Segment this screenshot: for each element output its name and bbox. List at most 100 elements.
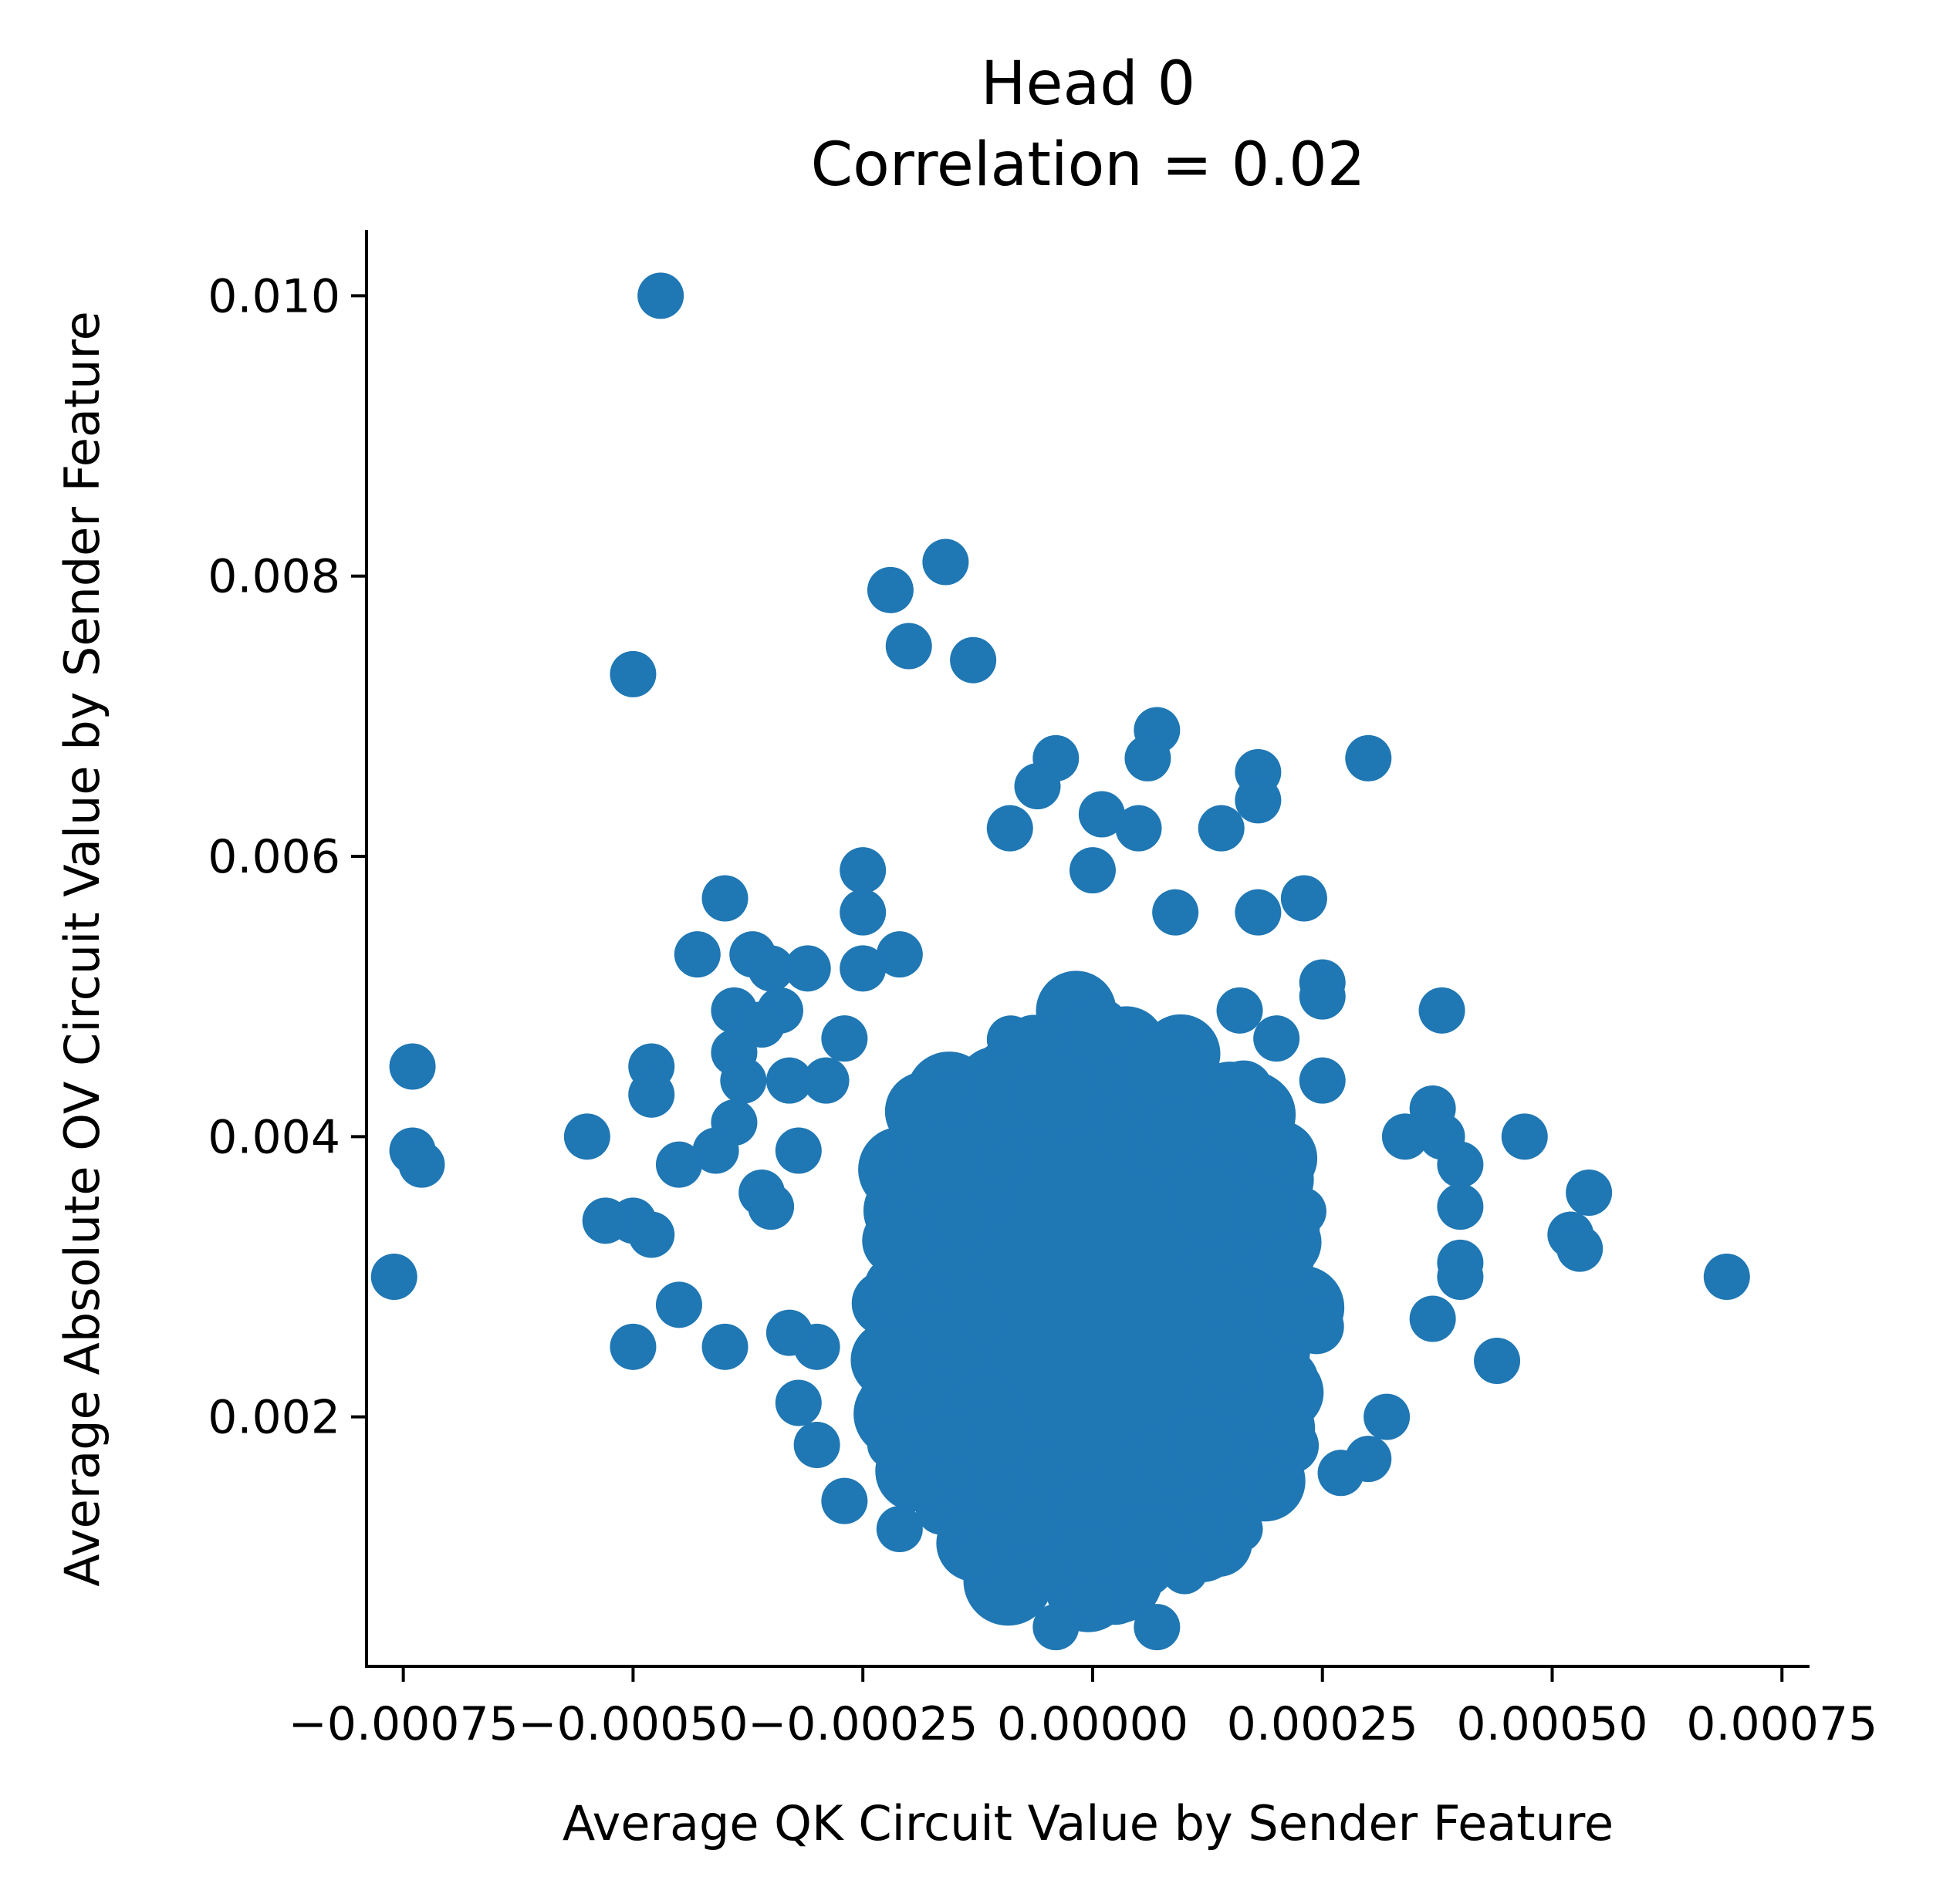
data-point xyxy=(1299,973,1346,1020)
y-tick-label: 0.004 xyxy=(208,1110,340,1164)
data-point xyxy=(1474,1337,1521,1384)
data-point xyxy=(1014,763,1061,810)
scatter-points xyxy=(370,272,1750,1651)
y-tick-label: 0.002 xyxy=(208,1391,340,1445)
data-point xyxy=(720,1057,767,1104)
data-point xyxy=(1152,889,1199,936)
x-tick-label: 0.00050 xyxy=(1456,1697,1647,1751)
data-point xyxy=(1161,1548,1208,1595)
data-point xyxy=(867,566,914,613)
dense-cluster-blob xyxy=(905,1122,980,1197)
data-point xyxy=(628,1071,675,1118)
data-point xyxy=(1299,1057,1346,1104)
x-tick-label: 0.00075 xyxy=(1686,1697,1877,1751)
data-point xyxy=(1418,987,1465,1034)
data-point xyxy=(1235,889,1282,936)
dense-cluster-blob xyxy=(1234,1181,1294,1242)
dense-cluster-blob xyxy=(924,1412,975,1463)
axes: −0.00075 −0.00050 −0.00025 0.00000 0.00025 0.… xyxy=(208,230,1877,1751)
data-point xyxy=(1317,1450,1364,1497)
data-point xyxy=(1069,1575,1116,1622)
data-point xyxy=(389,1043,436,1090)
data-point xyxy=(610,1323,657,1370)
data-point xyxy=(1703,1253,1750,1300)
data-point xyxy=(765,1057,813,1104)
data-point xyxy=(1437,1141,1484,1188)
dense-cluster-blob xyxy=(1017,1444,1064,1491)
chart-title-line-1: Head 0 xyxy=(981,49,1195,119)
data-point xyxy=(655,1281,702,1328)
dense-cluster-blob xyxy=(1052,1522,1123,1592)
dense-cluster-blob xyxy=(850,1321,929,1399)
dense-cluster-blob xyxy=(1063,997,1132,1065)
dense-cluster-blob xyxy=(1289,1298,1344,1355)
data-point xyxy=(784,945,831,992)
dense-cluster-blob xyxy=(1168,1164,1245,1240)
data-point xyxy=(1115,1561,1162,1608)
data-point xyxy=(876,931,923,978)
data-point xyxy=(655,1141,702,1188)
data-point xyxy=(1437,1253,1484,1300)
y-axis-label: Average Absolute OV Circuit Value by Sen… xyxy=(54,311,110,1587)
data-point xyxy=(1556,1225,1603,1272)
data-point xyxy=(876,1505,923,1552)
data-point xyxy=(1032,1604,1080,1651)
data-point xyxy=(1437,1183,1484,1230)
dense-cluster-blob xyxy=(1147,1097,1208,1157)
data-point xyxy=(1134,1604,1181,1651)
data-point xyxy=(840,889,887,936)
x-axis-label: Average QK Circuit Value by Sender Featu… xyxy=(563,1795,1614,1851)
data-point xyxy=(950,1534,997,1581)
data-point xyxy=(563,1113,610,1160)
data-point xyxy=(986,805,1033,852)
dense-cluster-blob xyxy=(862,1206,931,1275)
data-point xyxy=(1078,791,1125,838)
data-point xyxy=(885,623,932,670)
data-point xyxy=(1409,1295,1456,1342)
dense-cluster-blob xyxy=(1198,1085,1250,1137)
data-point xyxy=(1069,847,1116,894)
data-point xyxy=(701,875,749,922)
y-tick-label: 0.008 xyxy=(208,550,340,604)
dense-cluster-blob xyxy=(969,1463,1022,1516)
data-point xyxy=(950,636,997,684)
x-tick-label: −0.00025 xyxy=(748,1697,978,1751)
data-point xyxy=(821,1477,868,1524)
data-point xyxy=(674,931,721,978)
data-point xyxy=(748,1183,795,1230)
data-point xyxy=(1115,805,1162,852)
data-point xyxy=(1023,1548,1070,1595)
dense-cluster-blob xyxy=(1191,1319,1266,1394)
dense-cluster-blob xyxy=(1258,1349,1319,1410)
x-tick-label: −0.00050 xyxy=(518,1697,748,1751)
data-point xyxy=(1566,1169,1613,1216)
data-point xyxy=(793,1421,840,1468)
data-point xyxy=(1216,987,1263,1034)
chart-title-line-2: Correlation = 0.02 xyxy=(811,130,1366,200)
data-point xyxy=(637,272,684,319)
data-point xyxy=(775,1127,822,1174)
data-point xyxy=(582,1197,629,1244)
dense-cluster-blob xyxy=(1004,1014,1063,1075)
y-tick-label: 0.006 xyxy=(208,830,340,884)
dense-cluster xyxy=(850,970,1345,1632)
chart-title: Head 0 Correlation = 0.02 xyxy=(811,49,1366,200)
data-point xyxy=(1364,1393,1411,1440)
data-point xyxy=(1280,875,1327,922)
data-point xyxy=(765,1309,813,1356)
data-point xyxy=(398,1141,445,1188)
dense-cluster-blob xyxy=(916,1305,965,1354)
data-point xyxy=(610,650,657,697)
data-point xyxy=(821,1015,868,1062)
data-point xyxy=(1198,805,1245,852)
y-axis-ticks: 0.002 0.004 0.006 0.008 0.010 xyxy=(208,269,367,1445)
data-point xyxy=(1253,1463,1300,1511)
data-point xyxy=(775,1379,822,1426)
data-point xyxy=(803,1057,850,1104)
x-axis-ticks: −0.00075 −0.00050 −0.00025 0.00000 0.00025 0.… xyxy=(288,1666,1877,1751)
data-point xyxy=(1381,1113,1428,1160)
data-point xyxy=(1235,777,1282,824)
x-tick-label: 0.00025 xyxy=(1227,1697,1418,1751)
data-point xyxy=(922,538,969,586)
data-point xyxy=(628,1211,675,1258)
